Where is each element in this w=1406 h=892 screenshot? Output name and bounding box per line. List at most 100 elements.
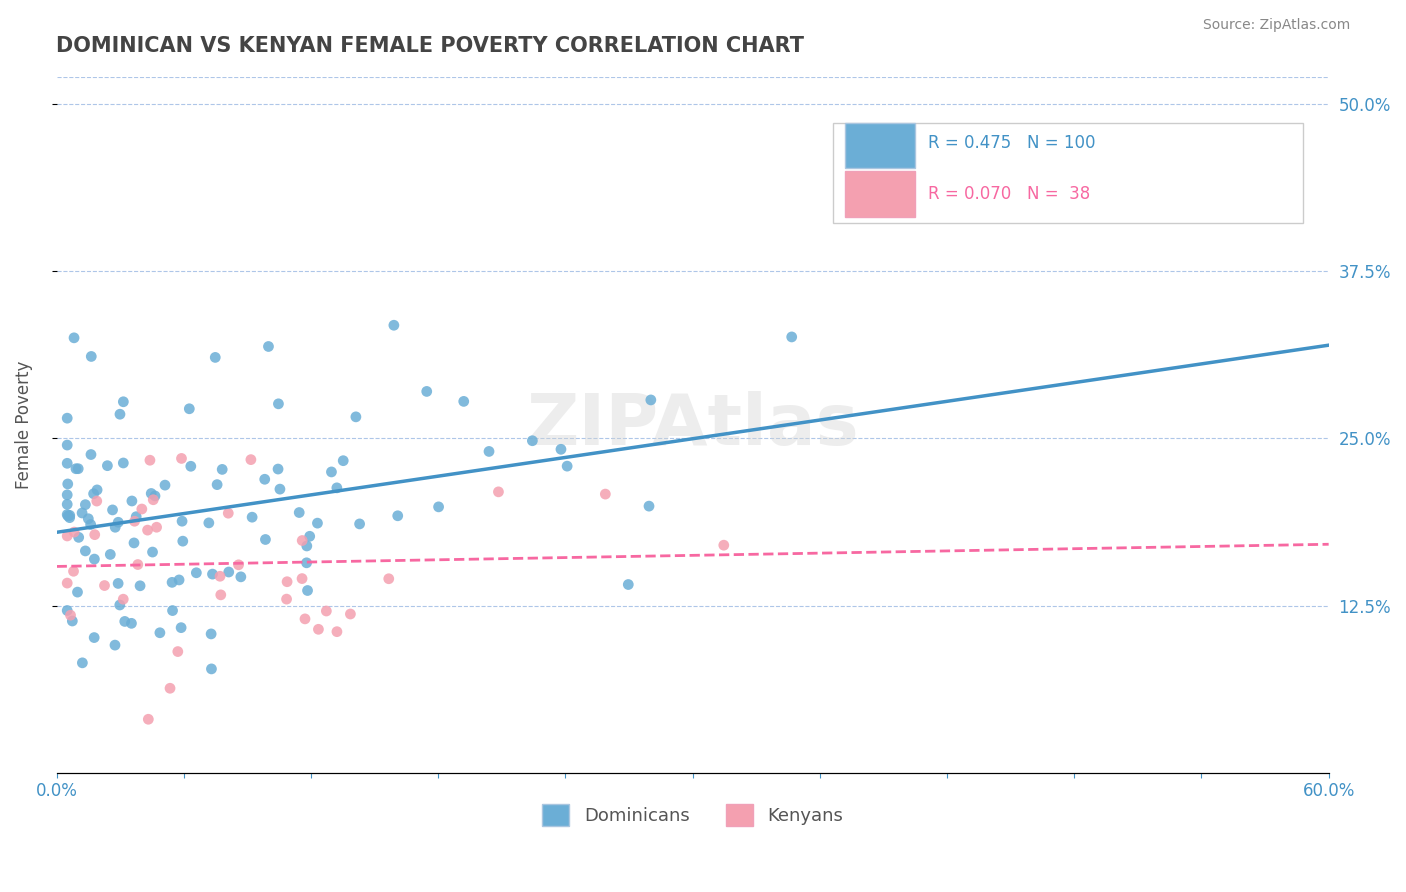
- Point: [141, 545, 163, 559]
- Point: [179, 401, 201, 416]
- Point: [129, 579, 152, 593]
- Point: [307, 516, 329, 530]
- Point: [228, 558, 250, 572]
- Point: [170, 514, 193, 528]
- Point: [321, 465, 343, 479]
- Point: [112, 592, 135, 607]
- Point: [83, 631, 105, 645]
- Text: Source: ZipAtlas.com: Source: ZipAtlas.com: [1202, 18, 1350, 32]
- Point: [107, 576, 129, 591]
- Point: [75, 498, 97, 512]
- Legend: Dominicans, Kenyans: Dominicans, Kenyans: [536, 797, 851, 833]
- Point: [172, 534, 194, 549]
- Point: [56, 477, 79, 491]
- Point: [162, 603, 184, 617]
- Point: [83, 487, 105, 501]
- Point: [96, 458, 118, 473]
- Point: [522, 434, 544, 448]
- Point: [307, 622, 329, 636]
- Point: [63, 525, 86, 540]
- Point: [67, 461, 90, 475]
- Point: [294, 612, 316, 626]
- Point: [297, 583, 319, 598]
- Point: [56, 488, 79, 502]
- Point: [170, 621, 193, 635]
- Point: [229, 570, 252, 584]
- Point: [295, 556, 318, 570]
- Point: [344, 409, 367, 424]
- Point: [595, 487, 617, 501]
- Point: [291, 572, 314, 586]
- Point: [378, 572, 401, 586]
- Point: [186, 566, 208, 580]
- FancyBboxPatch shape: [845, 171, 915, 217]
- Point: [298, 529, 321, 543]
- Point: [315, 604, 337, 618]
- Point: [267, 397, 290, 411]
- Point: [201, 567, 224, 582]
- Point: [131, 502, 153, 516]
- Point: [83, 527, 105, 541]
- Point: [59, 508, 82, 523]
- Point: [86, 483, 108, 497]
- Point: [167, 573, 190, 587]
- Point: [145, 520, 167, 534]
- Point: [204, 351, 226, 365]
- Point: [153, 478, 176, 492]
- Point: [253, 472, 276, 486]
- Point: [139, 453, 162, 467]
- Point: [114, 615, 136, 629]
- Point: [478, 444, 501, 458]
- Point: [56, 508, 79, 522]
- Point: [254, 533, 277, 547]
- Point: [65, 461, 87, 475]
- Point: [121, 494, 143, 508]
- Point: [75, 544, 97, 558]
- Point: [72, 656, 94, 670]
- Point: [56, 411, 79, 425]
- Point: [127, 558, 149, 572]
- Point: [77, 512, 100, 526]
- Point: [269, 482, 291, 496]
- Point: [143, 489, 166, 503]
- Point: [136, 523, 159, 537]
- Point: [124, 514, 146, 528]
- Point: [67, 530, 90, 544]
- Point: [267, 462, 290, 476]
- Point: [59, 608, 82, 623]
- Point: [104, 638, 127, 652]
- Point: [80, 350, 103, 364]
- Point: [107, 515, 129, 529]
- Point: [66, 585, 89, 599]
- Point: [288, 506, 311, 520]
- Point: [349, 516, 371, 531]
- Point: [56, 497, 79, 511]
- Point: [295, 539, 318, 553]
- Point: [108, 407, 131, 421]
- Point: [427, 500, 450, 514]
- Point: [240, 510, 263, 524]
- Point: [205, 477, 228, 491]
- Point: [56, 529, 79, 543]
- Point: [640, 392, 662, 407]
- Point: [555, 459, 578, 474]
- Point: [104, 520, 127, 534]
- Point: [180, 459, 202, 474]
- Point: [332, 453, 354, 467]
- Text: ZIPAtlas: ZIPAtlas: [526, 391, 859, 459]
- Point: [276, 574, 298, 589]
- Point: [70, 506, 93, 520]
- Point: [101, 503, 124, 517]
- Point: [218, 565, 240, 579]
- Point: [98, 548, 121, 562]
- Text: R = 0.475   N = 100: R = 0.475 N = 100: [928, 135, 1095, 153]
- Point: [217, 506, 239, 520]
- Point: [62, 564, 84, 578]
- Point: [713, 538, 735, 552]
- Point: [387, 508, 409, 523]
- Point: [211, 462, 233, 476]
- Point: [166, 644, 188, 658]
- Point: [160, 575, 183, 590]
- Point: [56, 456, 79, 470]
- Point: [79, 517, 101, 532]
